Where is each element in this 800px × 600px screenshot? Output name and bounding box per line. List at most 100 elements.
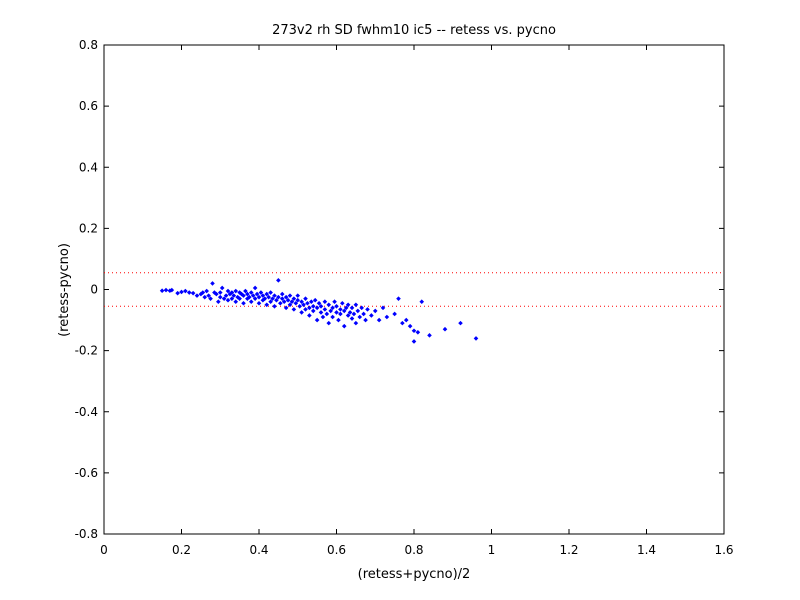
data-point [219, 285, 225, 291]
data-point [200, 290, 206, 295]
data-point [355, 308, 361, 314]
data-point [289, 299, 295, 305]
data-point [266, 294, 271, 300]
data-point [264, 302, 270, 308]
y-tick-label: -0.2 [75, 344, 98, 358]
x-tick-label: 1.6 [714, 543, 733, 557]
data-point [365, 307, 370, 312]
data-point [283, 294, 289, 300]
data-point [349, 305, 355, 311]
data-point [268, 290, 273, 295]
data-point [363, 317, 368, 323]
data-point [279, 291, 285, 297]
data-point [340, 300, 345, 306]
data-point [320, 314, 326, 320]
data-point [270, 296, 275, 301]
data-point [407, 323, 413, 329]
data-point [260, 293, 266, 298]
data-point [214, 291, 219, 297]
data-point [343, 305, 349, 311]
x-tick-label: 1.2 [559, 543, 578, 557]
data-point [411, 339, 417, 344]
data-point [233, 299, 239, 305]
data-point [314, 305, 320, 311]
data-point [330, 314, 335, 320]
data-point [295, 293, 301, 298]
data-point [376, 317, 382, 323]
data-point [186, 290, 192, 295]
data-point [345, 302, 351, 308]
data-point [415, 329, 421, 335]
data-point [310, 308, 316, 314]
data-point [400, 320, 405, 326]
data-point [210, 281, 215, 286]
data-point [341, 308, 347, 314]
data-point [248, 290, 254, 295]
data-point [198, 291, 204, 297]
data-point [163, 287, 169, 293]
data-point [245, 296, 250, 301]
data-point [229, 290, 235, 295]
data-point [334, 310, 339, 315]
data-point [318, 304, 324, 309]
data-point [334, 304, 339, 309]
data-point [175, 290, 180, 296]
data-point [225, 297, 231, 303]
data-point [216, 299, 221, 305]
data-point [206, 293, 211, 298]
x-tick-label: 0.8 [404, 543, 423, 557]
data-point [243, 288, 248, 294]
y-axis-ticks: 0.8 0.6 0.4 0.2 0 -0.2 -0.4 -0.6 -0.8 [75, 38, 724, 541]
data-point [369, 313, 374, 318]
data-point [256, 294, 262, 300]
data-point [287, 293, 293, 298]
x-axis-label: (retess+pycno)/2 [358, 567, 471, 582]
data-point [318, 310, 324, 315]
data-point [190, 290, 196, 296]
data-point [252, 296, 258, 301]
data-point [179, 289, 184, 295]
data-point [353, 320, 359, 326]
y-tick-label: 0.4 [79, 160, 98, 174]
data-point [303, 307, 308, 312]
data-point [241, 293, 246, 298]
chart-title: 273v2 rh SD fwhm10 ic5 -- retess vs. pyc… [272, 23, 556, 38]
data-point [194, 293, 200, 298]
data-point [276, 278, 281, 283]
data-point [287, 302, 293, 308]
data-point [272, 293, 277, 298]
data-point [307, 305, 312, 311]
data-point [361, 311, 366, 317]
data-point [252, 285, 258, 291]
data-point [328, 308, 333, 314]
data-point [291, 307, 297, 312]
data-point [351, 311, 357, 317]
data-point [159, 288, 165, 294]
data-point [283, 305, 289, 311]
data-point [248, 299, 254, 305]
data-point [303, 296, 308, 301]
data-point [279, 296, 285, 301]
data-point [241, 300, 246, 306]
data-point [293, 300, 299, 306]
data-point [223, 293, 229, 298]
data-point [281, 299, 287, 305]
data-point [247, 294, 252, 300]
data-point [204, 288, 209, 294]
data-point [250, 293, 256, 298]
y-tick-label: 0.2 [79, 221, 98, 235]
data-point [310, 304, 316, 309]
y-tick-label: -0.8 [75, 527, 98, 541]
data-point [314, 317, 320, 323]
data-point [473, 336, 479, 341]
data-point [202, 294, 208, 300]
data-point [419, 299, 425, 305]
data-point [169, 287, 175, 293]
x-tick-label: 0 [100, 543, 108, 557]
data-point [411, 328, 417, 334]
data-points [159, 278, 479, 344]
data-point [316, 300, 322, 306]
data-point [285, 297, 291, 303]
data-point [278, 300, 283, 306]
